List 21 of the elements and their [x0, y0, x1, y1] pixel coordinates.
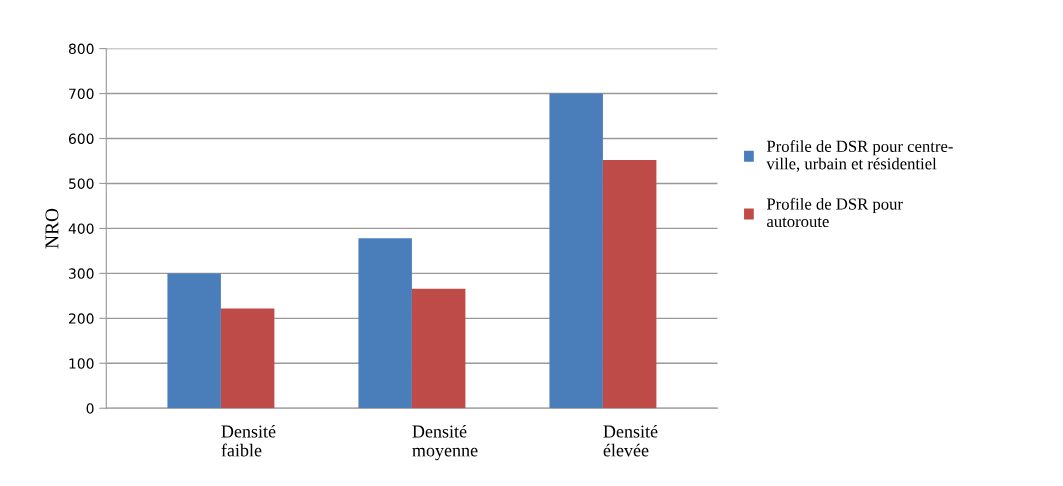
legend-label: Profile de DSR pour autoroute [766, 197, 903, 228]
y-tick-label: 500 [69, 178, 94, 189]
y-tick-label: 400 [68, 223, 94, 234]
bar [602, 160, 657, 409]
y-tick-label: 100 [69, 358, 94, 369]
y-tick-label: 300 [69, 268, 94, 279]
legend-label: Profile de DSR pour centre- ville, urbain et résidentiel [766, 140, 953, 172]
bar [220, 308, 275, 409]
bar [549, 93, 603, 409]
y-tick-label: 700 [69, 88, 94, 100]
y-axis-title: NRO [45, 208, 59, 249]
bar [167, 273, 221, 409]
y-tick-label: 0 [86, 403, 94, 414]
x-tick-label: Densité moyenne [412, 424, 478, 461]
y-tick-label: 800 [68, 43, 94, 55]
bar [358, 238, 412, 409]
y-tick-label: 600 [68, 133, 94, 144]
bar [411, 288, 466, 409]
x-tick-label: Densité faible [221, 424, 276, 457]
x-tick-label: Densité élevée [603, 424, 658, 457]
y-tick-label: 200 [69, 313, 94, 324]
